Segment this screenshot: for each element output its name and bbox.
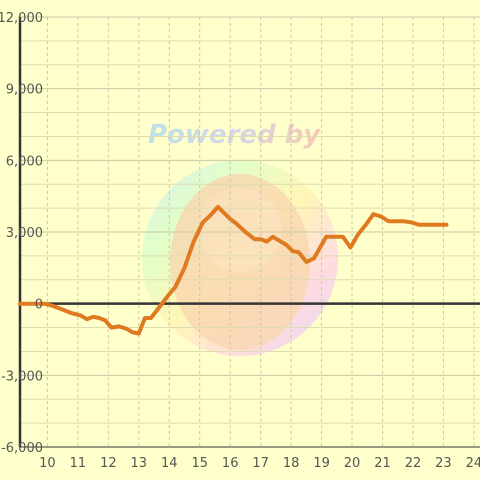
y-tick-labels: 12,000 9,000 6,000 3,000 0 -3,000 -6,000 <box>0 11 43 456</box>
watermark-text: Powered by <box>148 120 321 150</box>
axes <box>18 17 480 448</box>
x-tick-label: 21 <box>374 456 391 471</box>
x-tick-label: 18 <box>283 456 300 471</box>
x-tick-label: 20 <box>344 456 361 471</box>
series-line <box>18 204 449 336</box>
y-tick-label: -6,000 <box>1 441 43 456</box>
x-tick-label: 22 <box>405 456 422 471</box>
x-tick-label: 24 <box>466 456 480 471</box>
x-tick-label: 17 <box>252 456 269 471</box>
x-tick-label: 12 <box>100 456 117 471</box>
y-tick-label: -3,000 <box>1 369 43 384</box>
y-tick-label: 12,000 <box>0 11 43 26</box>
y-tick-label: 3,000 <box>6 226 43 241</box>
watermark-figure-head <box>198 188 282 272</box>
y-tick-label: 0 <box>35 298 43 313</box>
x-tick-label: 14 <box>161 456 178 471</box>
x-tick-label: 23 <box>435 456 452 471</box>
x-tick-label: 15 <box>191 456 208 471</box>
x-tick-label: 16 <box>222 456 239 471</box>
y-tick-label: 6,000 <box>6 154 43 169</box>
x-tick-label: 13 <box>131 456 148 471</box>
x-tick-label: 19 <box>313 456 330 471</box>
x-tick-labels: 10 11 12 13 14 15 16 17 18 19 20 21 22 23 24 <box>39 456 480 471</box>
y-tick-label: 9,000 <box>6 83 43 98</box>
x-tick-label: 10 <box>39 456 56 471</box>
series-layer <box>18 204 449 336</box>
x-tick-label: 11 <box>70 456 87 471</box>
